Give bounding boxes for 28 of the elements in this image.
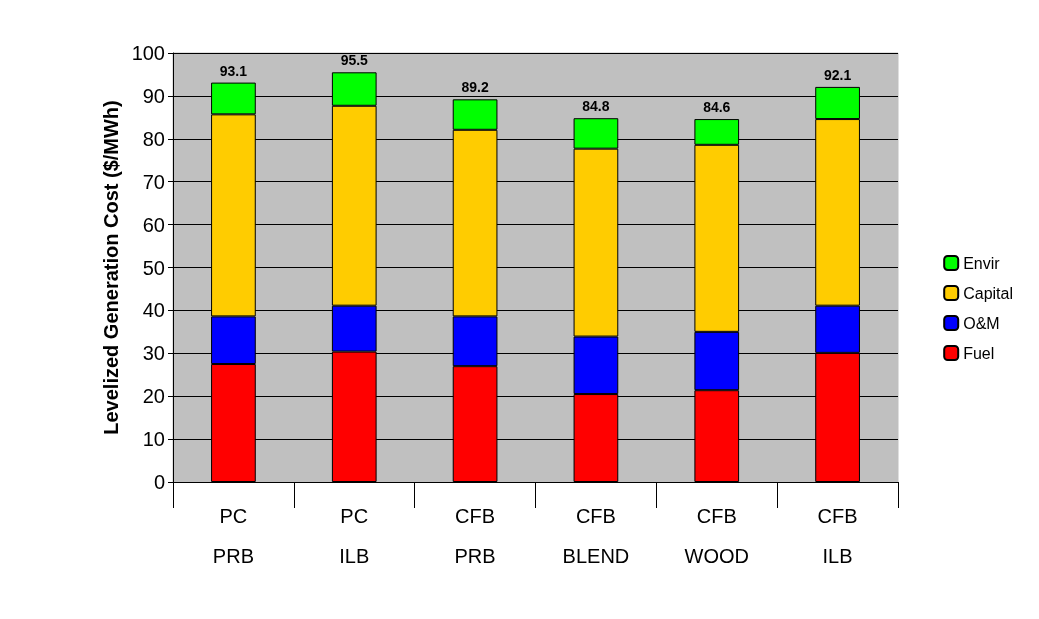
total-label: 92.1 (823, 66, 852, 83)
total-label: 84.6 (703, 99, 731, 116)
legend-label: O&M (963, 314, 1000, 332)
x-tick-label: CFB WOOD (684, 505, 749, 567)
total-label: 93.1 (219, 62, 248, 79)
x-tick-label: CFB BLEND (562, 505, 630, 567)
y-tick-label: 100 (131, 42, 165, 64)
x-tick-label: PC PRB (212, 505, 254, 567)
legend-label: Envir (963, 254, 1001, 272)
y-axis-title: Levelized Generation Cost ($/MWh) (99, 100, 122, 435)
x-tick-label: CFB ILB (817, 505, 858, 567)
legend-label: Capital (963, 284, 1014, 302)
y-tick-label: 80 (142, 127, 165, 150)
x-tick-label: PC ILB (339, 505, 370, 567)
total-label: 89.2 (461, 79, 489, 96)
y-tick-label: 0 (153, 471, 165, 493)
total-label: 84.8 (582, 98, 610, 115)
y-tick-label: 60 (142, 213, 165, 236)
y-tick-label: 10 (142, 428, 165, 451)
legend-label: Fuel (963, 344, 995, 362)
y-tick-label: 20 (142, 385, 165, 408)
y-tick-label: 40 (142, 299, 165, 322)
y-tick-label: 90 (142, 84, 165, 107)
y-tick-label: 50 (142, 256, 165, 279)
y-tick-label: 30 (142, 342, 165, 365)
total-label: 95.5 (340, 52, 369, 69)
y-tick-label: 70 (142, 170, 165, 193)
x-tick-label: CFB PRB (454, 505, 496, 567)
